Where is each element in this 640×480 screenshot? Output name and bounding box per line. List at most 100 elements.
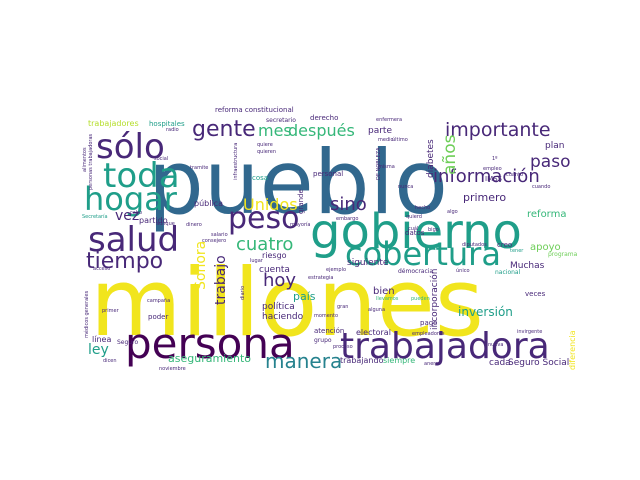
word-gobierno: gobierno xyxy=(310,204,522,260)
word-mes: mes xyxy=(258,121,292,140)
word-bigo: bigo xyxy=(428,227,439,233)
word-toda: toda xyxy=(103,156,180,196)
word-consejero: consejero xyxy=(202,238,226,244)
word-cuando: cuando xyxy=(532,184,550,190)
word-momento: momento xyxy=(314,313,338,319)
word-muchas: Muchas xyxy=(510,261,545,271)
word-empleo: empleo xyxy=(483,166,502,172)
word-nueva: nueva xyxy=(488,342,503,348)
word-embargo: embargo xyxy=(336,216,358,222)
word-gran: gran xyxy=(337,304,348,310)
word-secretaria: Secretaría xyxy=(82,213,108,220)
word-primer: primer xyxy=(102,308,120,314)
word-atencion: atención xyxy=(314,327,344,335)
word-diputados: diputados xyxy=(462,242,487,248)
word-alimentos: alimentos xyxy=(82,147,88,172)
word-ley: ley xyxy=(88,342,109,358)
word-aseguramiento: aseguramiento xyxy=(168,352,251,365)
word-pago: pago xyxy=(420,319,437,327)
word-diferencia: diferencia xyxy=(568,330,577,370)
word-millones: millones xyxy=(90,249,484,358)
word-despues: después xyxy=(288,121,355,140)
word-reforma: reforma xyxy=(527,209,567,220)
word-inversion: inversión xyxy=(458,305,513,319)
word-paso: paso xyxy=(530,152,570,172)
word-partido: partido xyxy=(139,216,168,225)
word-de-nobleza: DE NOBLEZA xyxy=(376,147,382,180)
word-trabajadores: trabajadores xyxy=(88,119,139,128)
word-cabo: cabo xyxy=(130,210,142,216)
word-cuanto: cuánto xyxy=(506,171,523,178)
word-apoyo: apoyo xyxy=(530,242,561,253)
word-unico: único xyxy=(456,267,470,274)
word-grande: grande xyxy=(297,189,305,214)
word-grupo: grupo xyxy=(314,337,332,344)
word-siempre: siempre xyxy=(383,356,415,365)
word-personas-trabajadoras: personas trabajadoras xyxy=(88,133,94,190)
word-trabajadora: trabajadora xyxy=(340,326,550,367)
word-creo: creo xyxy=(497,241,512,249)
word-trabajando: trabajando xyxy=(340,356,384,365)
word-enfermera: enfermera xyxy=(376,117,402,123)
word-salario: salario xyxy=(211,232,228,238)
word-anos: años xyxy=(440,134,460,175)
word-gente: gente xyxy=(192,117,256,142)
word-noviembre: noviembre xyxy=(159,366,186,372)
word-nunca: nunca xyxy=(398,184,413,190)
word-campana: campaña xyxy=(147,298,170,304)
word-democracia: démocracia xyxy=(398,268,433,275)
word-solo: sólo xyxy=(96,127,165,167)
word-poder: poder xyxy=(148,313,168,321)
word-pais: país xyxy=(293,290,316,303)
word-cual: cuál xyxy=(408,225,418,232)
word-cobertura: cobertura xyxy=(345,235,501,273)
word-plan: plan xyxy=(545,141,564,151)
word-sino: sino xyxy=(330,194,367,215)
word-nacional: nacional xyxy=(495,269,521,276)
word-quiere: quiere xyxy=(257,142,273,148)
word-reforma-constitucional: reforma constitucional xyxy=(215,106,294,114)
word-dinero: dinero xyxy=(186,222,202,228)
word-cuenta: cuenta xyxy=(259,265,290,275)
word-medio: medio xyxy=(378,137,394,143)
word-imss: IMSS xyxy=(485,175,503,183)
word-veces: veces xyxy=(525,290,546,298)
word-bien: bien xyxy=(373,286,395,297)
word-misma: misma xyxy=(378,164,395,170)
word-llevamos: llevamos xyxy=(376,296,399,302)
word-riesgo: riesgo xyxy=(262,251,287,260)
word-siguiente: siguiente xyxy=(347,258,389,268)
word-incorporacion: incorporación xyxy=(429,269,440,330)
word-ejemplo: ejemplo xyxy=(326,267,346,273)
word-empleadores: empleadores xyxy=(412,331,445,337)
word-tramite: tramite xyxy=(190,165,208,171)
word-personal: personal xyxy=(313,170,343,178)
word-trabajo: trabajo xyxy=(213,255,229,305)
word-pueblo: pueblo xyxy=(148,131,448,234)
word-seguro: Seguro xyxy=(117,339,138,346)
word-anera: anera xyxy=(424,361,438,367)
word-tiempo: tiempo xyxy=(86,249,163,274)
word-hospitales: hospitales xyxy=(149,120,185,128)
word-electoral: electoral xyxy=(356,328,391,337)
word-pueden: pueden xyxy=(411,296,430,302)
word-cuatro: cuatro xyxy=(236,234,293,255)
word-mayoria: mayoría xyxy=(290,221,310,228)
word-seguro-social: Seguro Social xyxy=(508,358,569,368)
word-sonora: Sonora xyxy=(193,241,209,290)
word-parte: parte xyxy=(368,126,392,136)
word-persona: persona xyxy=(125,319,295,368)
word-invirgente: invirgente xyxy=(517,329,542,335)
word-estrategia: estrategia xyxy=(308,275,333,281)
word-algo: algo xyxy=(447,209,458,215)
word-importante: importante xyxy=(445,119,551,141)
word-peso: peso xyxy=(228,201,299,236)
word-publica: pública xyxy=(194,199,223,208)
word-radio: radio xyxy=(166,127,179,133)
word-cada: cada xyxy=(489,358,511,368)
word-linea: línea xyxy=(92,335,111,344)
word-quierd: quierd xyxy=(406,214,422,220)
word-politica: política xyxy=(262,302,295,312)
word-derecho: derecho xyxy=(310,114,338,122)
